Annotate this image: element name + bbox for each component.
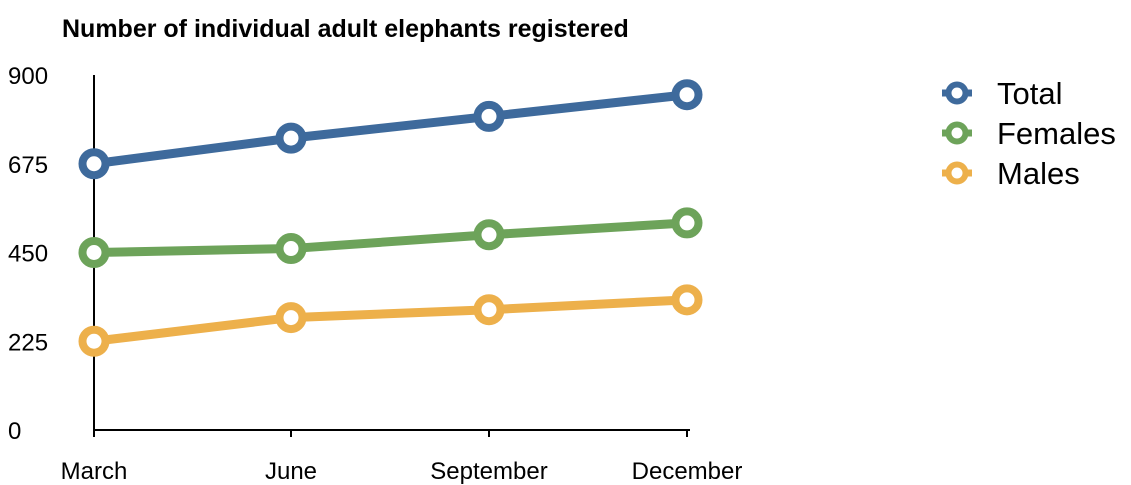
data-point	[473, 294, 505, 326]
series-females	[78, 207, 703, 268]
data-point	[473, 100, 505, 132]
y-tick-label: 450	[8, 241, 48, 268]
data-point	[473, 219, 505, 251]
legend-label: Total	[997, 76, 1062, 111]
data-point	[275, 233, 307, 265]
series-line	[89, 218, 692, 257]
x-tick-label: December	[632, 458, 743, 485]
x-tick-label: March	[61, 458, 128, 485]
data-point	[275, 302, 307, 334]
x-tick-label: September	[430, 458, 547, 485]
series-line	[89, 90, 692, 169]
series-total	[78, 79, 703, 180]
legend-label: Males	[997, 156, 1080, 191]
y-tick-label: 675	[8, 152, 48, 179]
data-point	[671, 284, 703, 316]
axes: 0 225 450 675 900 March June September December	[8, 63, 742, 485]
legend: Total Females Males	[942, 76, 1116, 191]
data-point	[275, 122, 307, 154]
legend-label: Females	[997, 116, 1116, 151]
chart-title: Number of individual adult elephants reg…	[62, 15, 629, 43]
data-point	[78, 148, 110, 180]
y-tick-label: 0	[8, 418, 21, 445]
legend-swatch-marker	[945, 161, 969, 185]
legend-item-males: Males	[942, 156, 1080, 191]
series-line	[89, 295, 692, 346]
legend-item-total: Total	[942, 76, 1062, 111]
data-point	[671, 79, 703, 111]
y-tick-label: 900	[8, 63, 48, 90]
data-point	[671, 207, 703, 239]
x-tick-label: June	[265, 458, 317, 485]
data-point	[78, 325, 110, 357]
y-tick-label: 225	[8, 329, 48, 356]
series-males	[78, 284, 703, 357]
legend-swatch-marker	[945, 81, 969, 105]
legend-item-females: Females	[942, 116, 1116, 151]
series-layer	[78, 79, 703, 357]
data-point	[78, 237, 110, 268]
legend-swatch-marker	[945, 121, 969, 145]
